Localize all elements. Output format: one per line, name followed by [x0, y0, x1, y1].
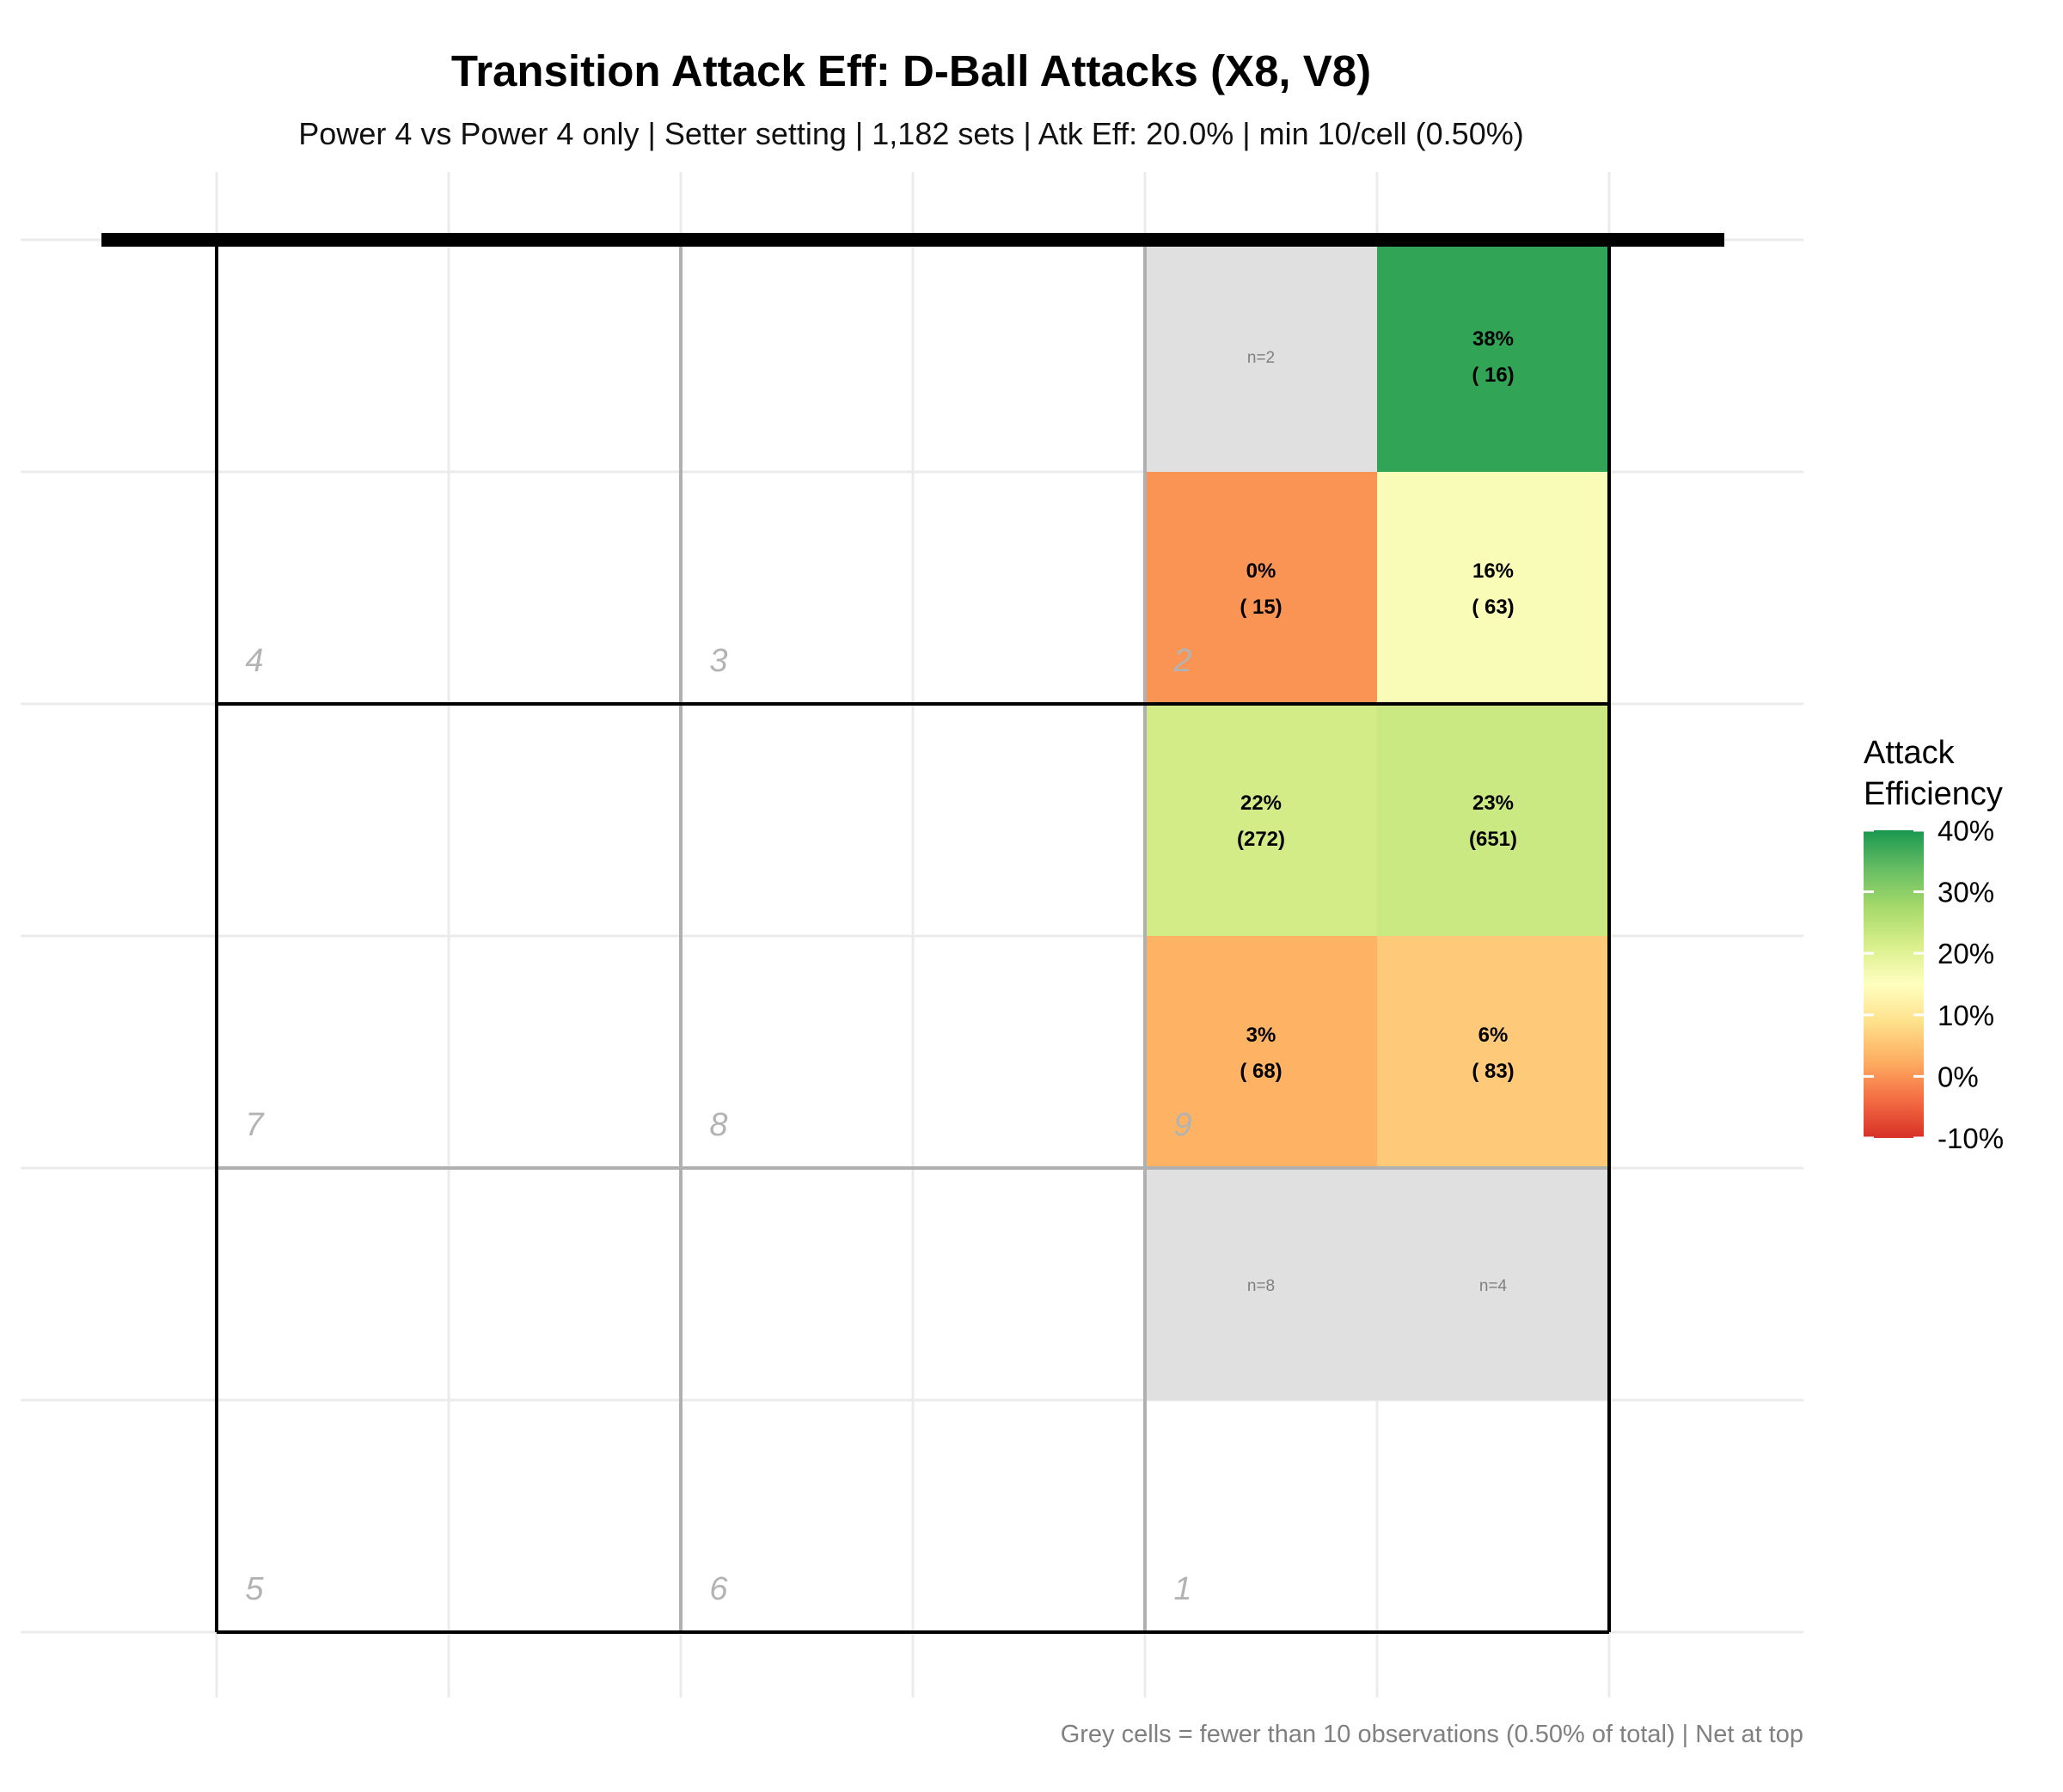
zone-label: 8 [709, 1107, 727, 1143]
legend-tick-label: 40% [1938, 815, 1994, 847]
heatmap-cell [1145, 936, 1377, 1168]
cell-efficiency-label: 23% [1472, 792, 1514, 815]
chart-title: Transition Attack Eff: D-Ball Attacks (X… [451, 46, 1371, 95]
heatmap-cell [1377, 704, 1609, 936]
heatmap-cell [1377, 472, 1609, 704]
legend-ticks: 40% 30% 20% 10% 0% -10% [1864, 815, 2004, 1154]
cell-count-label: ( 68) [1240, 1060, 1282, 1083]
heatmap-cell [1145, 1168, 1377, 1400]
heatmap-cell [1377, 1168, 1609, 1400]
cell-efficiency-label: 22% [1240, 792, 1282, 815]
zone-label: 6 [709, 1571, 728, 1607]
cell-count-label: n=8 [1247, 1277, 1275, 1295]
zone-label: 7 [245, 1107, 265, 1143]
cell-count-label: ( 15) [1240, 596, 1282, 619]
cell-count-label: ( 63) [1472, 596, 1514, 619]
heatmap-cell [1377, 936, 1609, 1168]
zone-label: 3 [709, 643, 727, 679]
legend-tick-label: 20% [1938, 938, 1994, 969]
cell-count-label: (651) [1469, 828, 1517, 851]
cell-efficiency-label: 0% [1246, 560, 1276, 583]
legend-tick-label: 0% [1938, 1061, 1979, 1092]
cell-count-label: ( 16) [1472, 364, 1514, 387]
legend-tick-label: 10% [1938, 1000, 1994, 1031]
legend-title-line1: Attack [1864, 735, 1956, 771]
legend-color-bar [1864, 830, 1924, 1138]
cell-efficiency-label: 16% [1472, 560, 1514, 583]
cell-efficiency-label: 6% [1478, 1024, 1509, 1047]
zone-label: 1 [1173, 1571, 1191, 1607]
cell-count-label: (272) [1237, 828, 1285, 851]
zone-lines-layer [217, 240, 1609, 1632]
heatmap-cell [1145, 704, 1377, 936]
heatmap-cell [1377, 240, 1609, 472]
cell-count-label: n=2 [1247, 349, 1275, 367]
cell-text-layer: n=2 38% ( 16) 0% ( 15) 16% ( 63) 22% (272) 23% (65… [1237, 327, 1517, 1295]
legend: Attack Efficiency 40% 30% 20% 10% 0% -10% [1864, 735, 2004, 1154]
cell-count-label: ( 83) [1472, 1060, 1514, 1083]
zone-label: 4 [245, 643, 263, 679]
chart-caption: Grey cells = fewer than 10 observations … [1061, 1721, 1803, 1748]
zone-label-layer: 4 3 2 7 8 9 5 6 1 [245, 643, 1191, 1607]
heatmap-cell [1145, 240, 1377, 472]
legend-tick-label: -10% [1938, 1122, 2004, 1154]
court-layer [101, 233, 1724, 1634]
cell-efficiency-label: 3% [1246, 1024, 1276, 1047]
zone-label: 5 [245, 1571, 264, 1607]
chart-subtitle: Power 4 vs Power 4 only | Setter setting… [298, 116, 1523, 151]
zone-label: 2 [1172, 643, 1191, 679]
zone-label: 9 [1173, 1107, 1191, 1143]
cell-count-label: n=4 [1479, 1277, 1508, 1295]
heatmap-cell [1145, 472, 1377, 704]
legend-title-line2: Efficiency [1864, 776, 2003, 812]
cell-efficiency-label: 38% [1472, 327, 1514, 351]
legend-tick-label: 30% [1938, 877, 1994, 908]
cells-layer [1145, 240, 1609, 1400]
